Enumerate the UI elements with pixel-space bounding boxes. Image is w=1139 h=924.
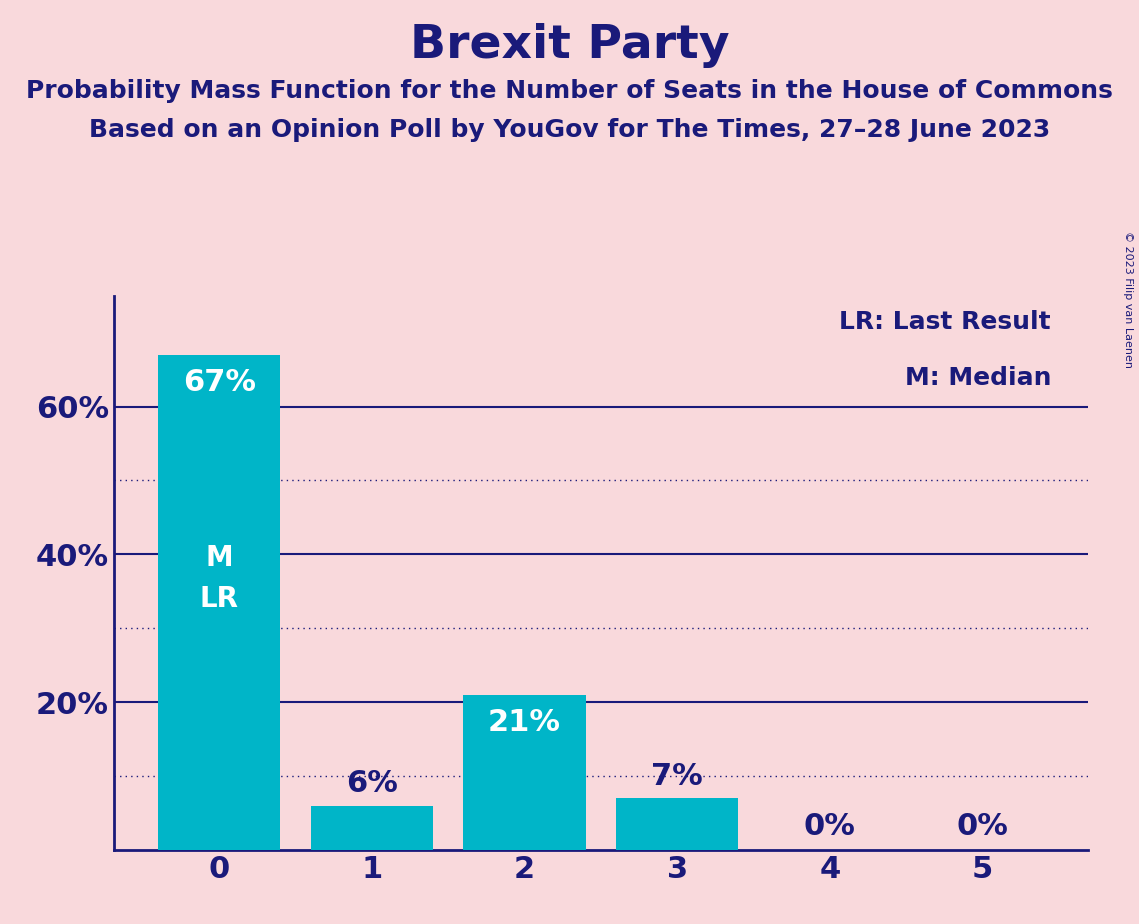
Bar: [311, 806, 433, 850]
Text: Probability Mass Function for the Number of Seats in the House of Commons: Probability Mass Function for the Number…: [26, 79, 1113, 103]
Text: Brexit Party: Brexit Party: [410, 23, 729, 68]
Text: 7%: 7%: [652, 762, 703, 791]
Text: © 2023 Filip van Laenen: © 2023 Filip van Laenen: [1123, 231, 1133, 368]
Bar: [464, 695, 585, 850]
Text: LR: LR: [199, 585, 239, 613]
Text: 0%: 0%: [957, 812, 1008, 841]
Text: Based on an Opinion Poll by YouGov for The Times, 27–28 June 2023: Based on an Opinion Poll by YouGov for T…: [89, 118, 1050, 142]
Text: 21%: 21%: [487, 708, 562, 737]
Text: M: Median: M: Median: [904, 366, 1051, 390]
Text: M: M: [205, 544, 233, 572]
Text: 67%: 67%: [182, 368, 256, 397]
Text: 0%: 0%: [804, 812, 855, 841]
Bar: [616, 798, 738, 850]
Text: 6%: 6%: [346, 770, 398, 798]
Text: LR: Last Result: LR: Last Result: [839, 310, 1051, 334]
Bar: [158, 355, 280, 850]
